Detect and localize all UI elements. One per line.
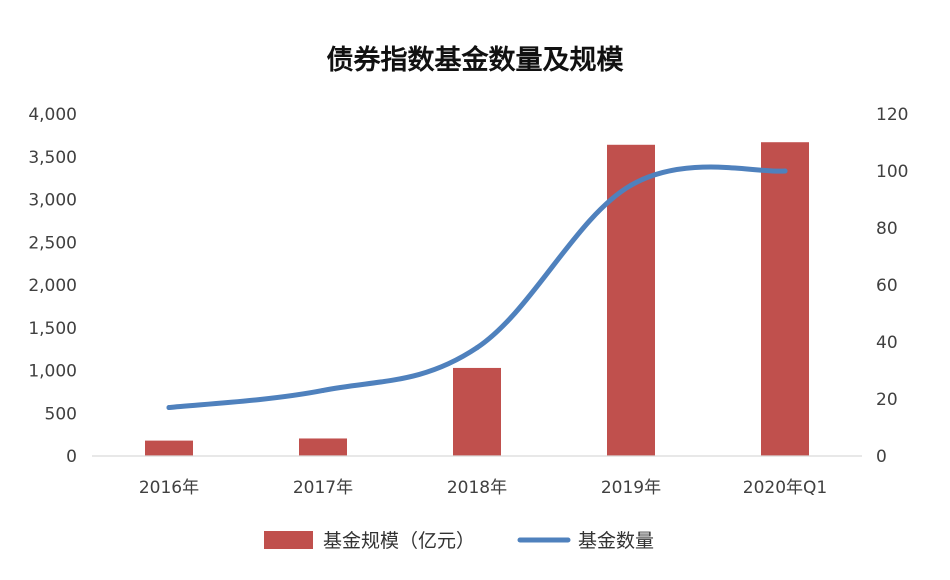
right-tick-label: 120 xyxy=(876,105,908,125)
line-point xyxy=(320,387,326,393)
line-path xyxy=(166,164,788,411)
right-tick-label: 40 xyxy=(876,333,898,353)
right-tick-label: 20 xyxy=(876,390,898,410)
x-tick-label: 2018年 xyxy=(447,478,507,498)
line-series xyxy=(166,164,788,411)
legend-bar-swatch xyxy=(264,531,313,549)
line-point xyxy=(628,182,634,188)
left-tick-label: 2,000 xyxy=(28,276,77,296)
left-tick-label: 4,000 xyxy=(28,105,77,125)
x-tick-label: 2016年 xyxy=(139,478,199,498)
left-tick-label: 3,000 xyxy=(28,191,77,211)
right-tick-label: 100 xyxy=(876,162,908,182)
right-y-axis: 0 20 40 60 80 100 120 xyxy=(876,105,908,467)
x-tick-label: 2020年Q1 xyxy=(743,478,827,498)
x-tick-label: 2017年 xyxy=(293,478,353,498)
left-tick-label: 2,500 xyxy=(28,233,77,253)
bar xyxy=(299,438,347,456)
left-tick-label: 500 xyxy=(45,404,77,424)
left-tick-label: 1,000 xyxy=(28,362,77,382)
left-tick-label: 3,500 xyxy=(28,148,77,168)
right-tick-label: 0 xyxy=(876,447,887,467)
left-tick-label: 1,500 xyxy=(28,319,77,339)
bar xyxy=(145,440,193,456)
bar xyxy=(761,142,809,456)
line-point xyxy=(782,168,788,174)
legend: 基金规模（亿元） 基金数量 xyxy=(264,530,654,552)
right-tick-label: 60 xyxy=(876,276,898,296)
left-y-axis: 0 500 1,000 1,500 2,000 2,500 3,000 3,500 4,000 xyxy=(28,105,77,467)
left-tick-label: 0 xyxy=(66,447,77,467)
legend-bar-label: 基金规模（亿元） xyxy=(323,530,475,552)
bar xyxy=(607,144,655,456)
x-tick-label: 2019年 xyxy=(601,478,661,498)
right-tick-label: 80 xyxy=(876,219,898,239)
chart-title: 债券指数基金数量及规模 xyxy=(326,45,624,76)
bar-series xyxy=(145,142,809,456)
x-axis: 2016年 2017年 2018年 2019年 2020年Q1 xyxy=(139,478,827,498)
legend-line-label: 基金数量 xyxy=(578,530,654,552)
line-point xyxy=(166,405,172,411)
line-point xyxy=(474,345,480,351)
bar xyxy=(453,367,501,456)
